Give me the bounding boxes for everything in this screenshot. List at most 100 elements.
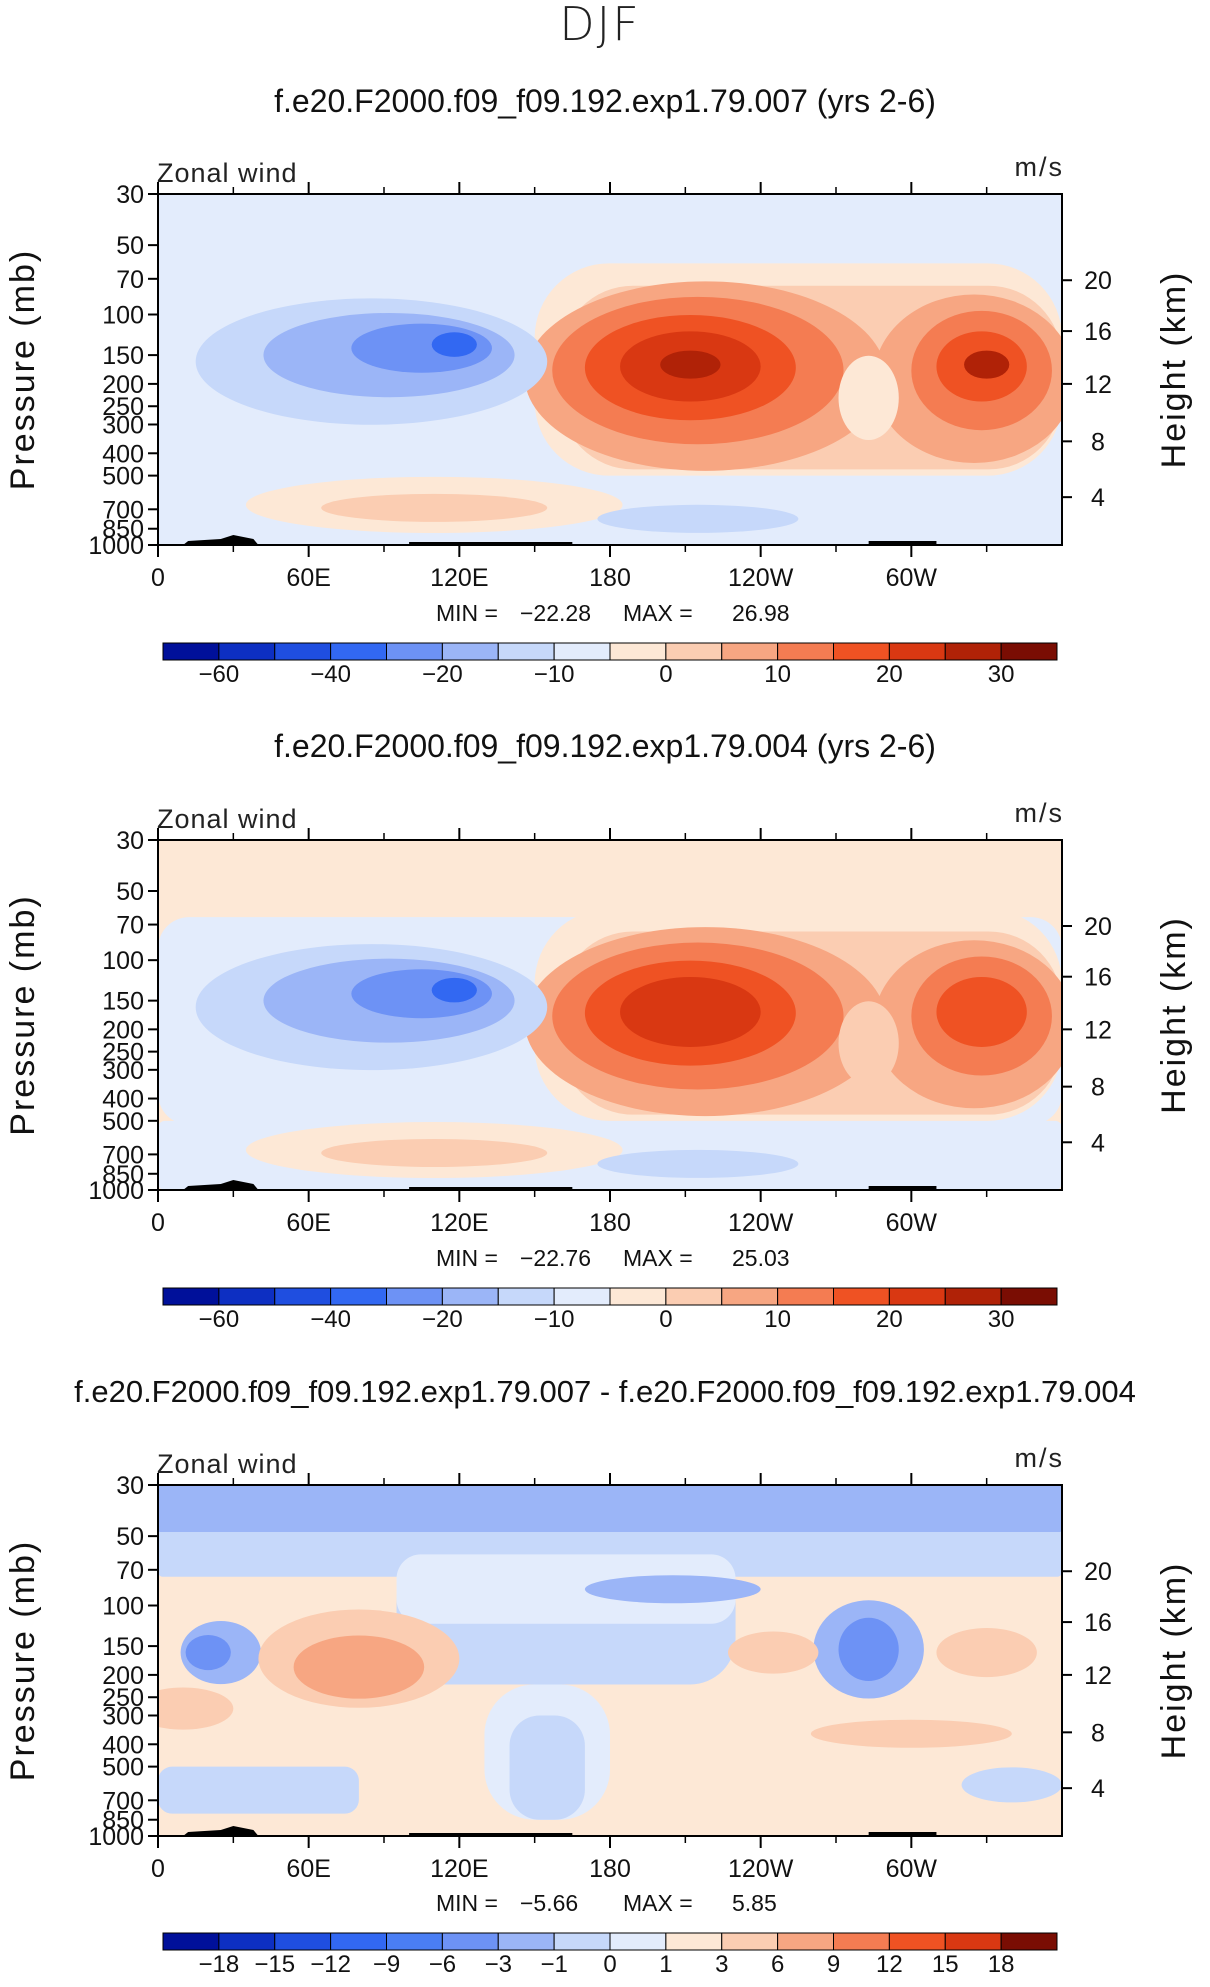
x-tick-label: 180 <box>589 564 631 592</box>
lower-neg-5 <box>597 1149 799 1178</box>
colorbar-swatch <box>833 1287 890 1306</box>
contour-field <box>158 1485 1062 1836</box>
colorbar-swatch <box>888 642 946 661</box>
y-tick-label: 100 <box>102 947 144 975</box>
y-tick-label: 50 <box>116 1523 144 1551</box>
min-value: −5.66 <box>520 1890 578 1916</box>
x-tick-label: 60W <box>886 1209 938 1237</box>
level-pos-35 <box>660 350 721 379</box>
colorbar-swatch <box>497 642 555 661</box>
topography <box>409 1833 573 1836</box>
colorbar-label: 0 <box>659 661 672 688</box>
x-tick-label: 60E <box>286 1209 330 1237</box>
colorbar-swatch <box>1000 1287 1058 1306</box>
colorbar-label: −40 <box>310 661 351 688</box>
max-label: MAX = <box>623 1245 693 1271</box>
y-axis-label: Pressure (mb) <box>4 249 42 490</box>
y2-axis-label: Height (km) <box>1155 1562 1193 1760</box>
y-tick-label: 700 <box>102 1787 144 1815</box>
colorbar-label: 15 <box>932 1951 959 1978</box>
contour-field <box>158 194 1062 545</box>
colorbar-swatch <box>833 642 890 661</box>
y-tick-label: 500 <box>102 1108 144 1136</box>
panel-title: f.e20.F2000.f09_f09.192.exp1.79.004 (yrs… <box>274 728 936 764</box>
colorbar-label: 1 <box>659 1951 672 1978</box>
colorbar-swatch <box>833 1932 890 1951</box>
colorbar-label: −18 <box>199 1951 240 1978</box>
colorbar-label: −15 <box>254 1951 295 1978</box>
y-tick-label: 30 <box>116 1472 144 1500</box>
colorbar-swatch <box>553 642 611 661</box>
y-tick-label: 300 <box>102 1057 144 1085</box>
y-tick-label: 400 <box>102 1731 144 1759</box>
left-string: Zonal wind <box>157 804 298 834</box>
y2-tick-label: 16 <box>1084 964 1112 992</box>
colorbar-label: 12 <box>876 1951 903 1978</box>
panel-difference: f.e20.F2000.f09_f09.192.exp1.79.007 - f.… <box>4 1374 1193 1978</box>
colorbar-swatch <box>665 642 723 661</box>
y2-tick-label: 4 <box>1091 484 1105 512</box>
min-value: −22.76 <box>520 1245 591 1271</box>
y-tick-label: 50 <box>116 878 144 906</box>
colorbar-label: 20 <box>876 661 903 688</box>
colorbar-label: 0 <box>603 1951 616 1978</box>
colorbar-label: 6 <box>771 1951 784 1978</box>
neg-small-6 <box>185 1635 231 1671</box>
topography <box>868 1186 937 1190</box>
x-tick-label: 60E <box>286 564 330 592</box>
y-tick-label: 70 <box>116 912 144 940</box>
level-neg-20 <box>431 332 477 357</box>
colorbar-swatch <box>609 642 667 661</box>
lower-neg <box>158 1766 359 1814</box>
colorbar-swatch <box>888 1932 946 1951</box>
colorbar-label: 10 <box>764 661 791 688</box>
colorbar-label: −60 <box>199 661 240 688</box>
y2-tick-label: 16 <box>1084 318 1112 346</box>
y-tick-label: 100 <box>102 302 144 330</box>
min-label: MIN = <box>436 1890 498 1916</box>
colorbar-label: 20 <box>876 1306 903 1333</box>
x-tick-label: 180 <box>589 1209 631 1237</box>
y-tick-label: 250 <box>102 1684 144 1712</box>
colorbar-swatch <box>386 1932 443 1951</box>
gap-weak <box>838 355 899 441</box>
x-tick-label: 0 <box>151 564 165 592</box>
colorbar-label: −3 <box>485 1951 512 1978</box>
y-tick-label: 150 <box>102 1633 144 1661</box>
colorbar-swatch <box>609 1932 667 1951</box>
colorbar-swatch <box>441 642 499 661</box>
y-tick-label: 70 <box>116 266 144 294</box>
max-value: 25.03 <box>732 1245 790 1271</box>
y-tick-label: 30 <box>116 181 144 209</box>
colorbar-swatch <box>609 1287 667 1306</box>
colorbar-label: −6 <box>429 1951 456 1978</box>
y2-tick-label: 8 <box>1091 1719 1105 1747</box>
colorbar-swatch <box>441 1287 499 1306</box>
colorbar-swatch <box>218 1287 276 1306</box>
pos-3c <box>936 1627 1037 1678</box>
y-tick-label: 30 <box>116 827 144 855</box>
y-tick-label: 200 <box>102 1662 144 1690</box>
colorbar-swatch <box>777 1287 834 1306</box>
colorbar-swatch <box>944 1932 1002 1951</box>
colorbar-swatch <box>1000 642 1058 661</box>
colorbar-swatch <box>665 1287 723 1306</box>
y-tick-label: 50 <box>116 232 144 260</box>
x-tick-label: 120W <box>728 1209 794 1237</box>
x-tick-label: 60W <box>886 564 938 592</box>
colorbar-label: 0 <box>659 1306 672 1333</box>
colorbar-label: −40 <box>310 1306 351 1333</box>
x-tick-label: 120E <box>430 1855 488 1883</box>
panel-title: f.e20.F2000.f09_f09.192.exp1.79.007 (yrs… <box>274 83 936 119</box>
colorbar-swatch <box>386 642 443 661</box>
y-axis-label: Pressure (mb) <box>4 1540 42 1781</box>
colorbar-swatch <box>721 642 779 661</box>
mid-neg-3 <box>584 1575 761 1604</box>
min-value: −22.28 <box>520 600 591 626</box>
colorbar-label: −60 <box>199 1306 240 1333</box>
colorbar-label: 30 <box>988 1306 1015 1333</box>
x-tick-label: 120W <box>728 1855 794 1883</box>
colorbar-swatch <box>1000 1932 1058 1951</box>
lower-neg-5 <box>597 504 799 533</box>
colorbar-swatch <box>553 1932 611 1951</box>
